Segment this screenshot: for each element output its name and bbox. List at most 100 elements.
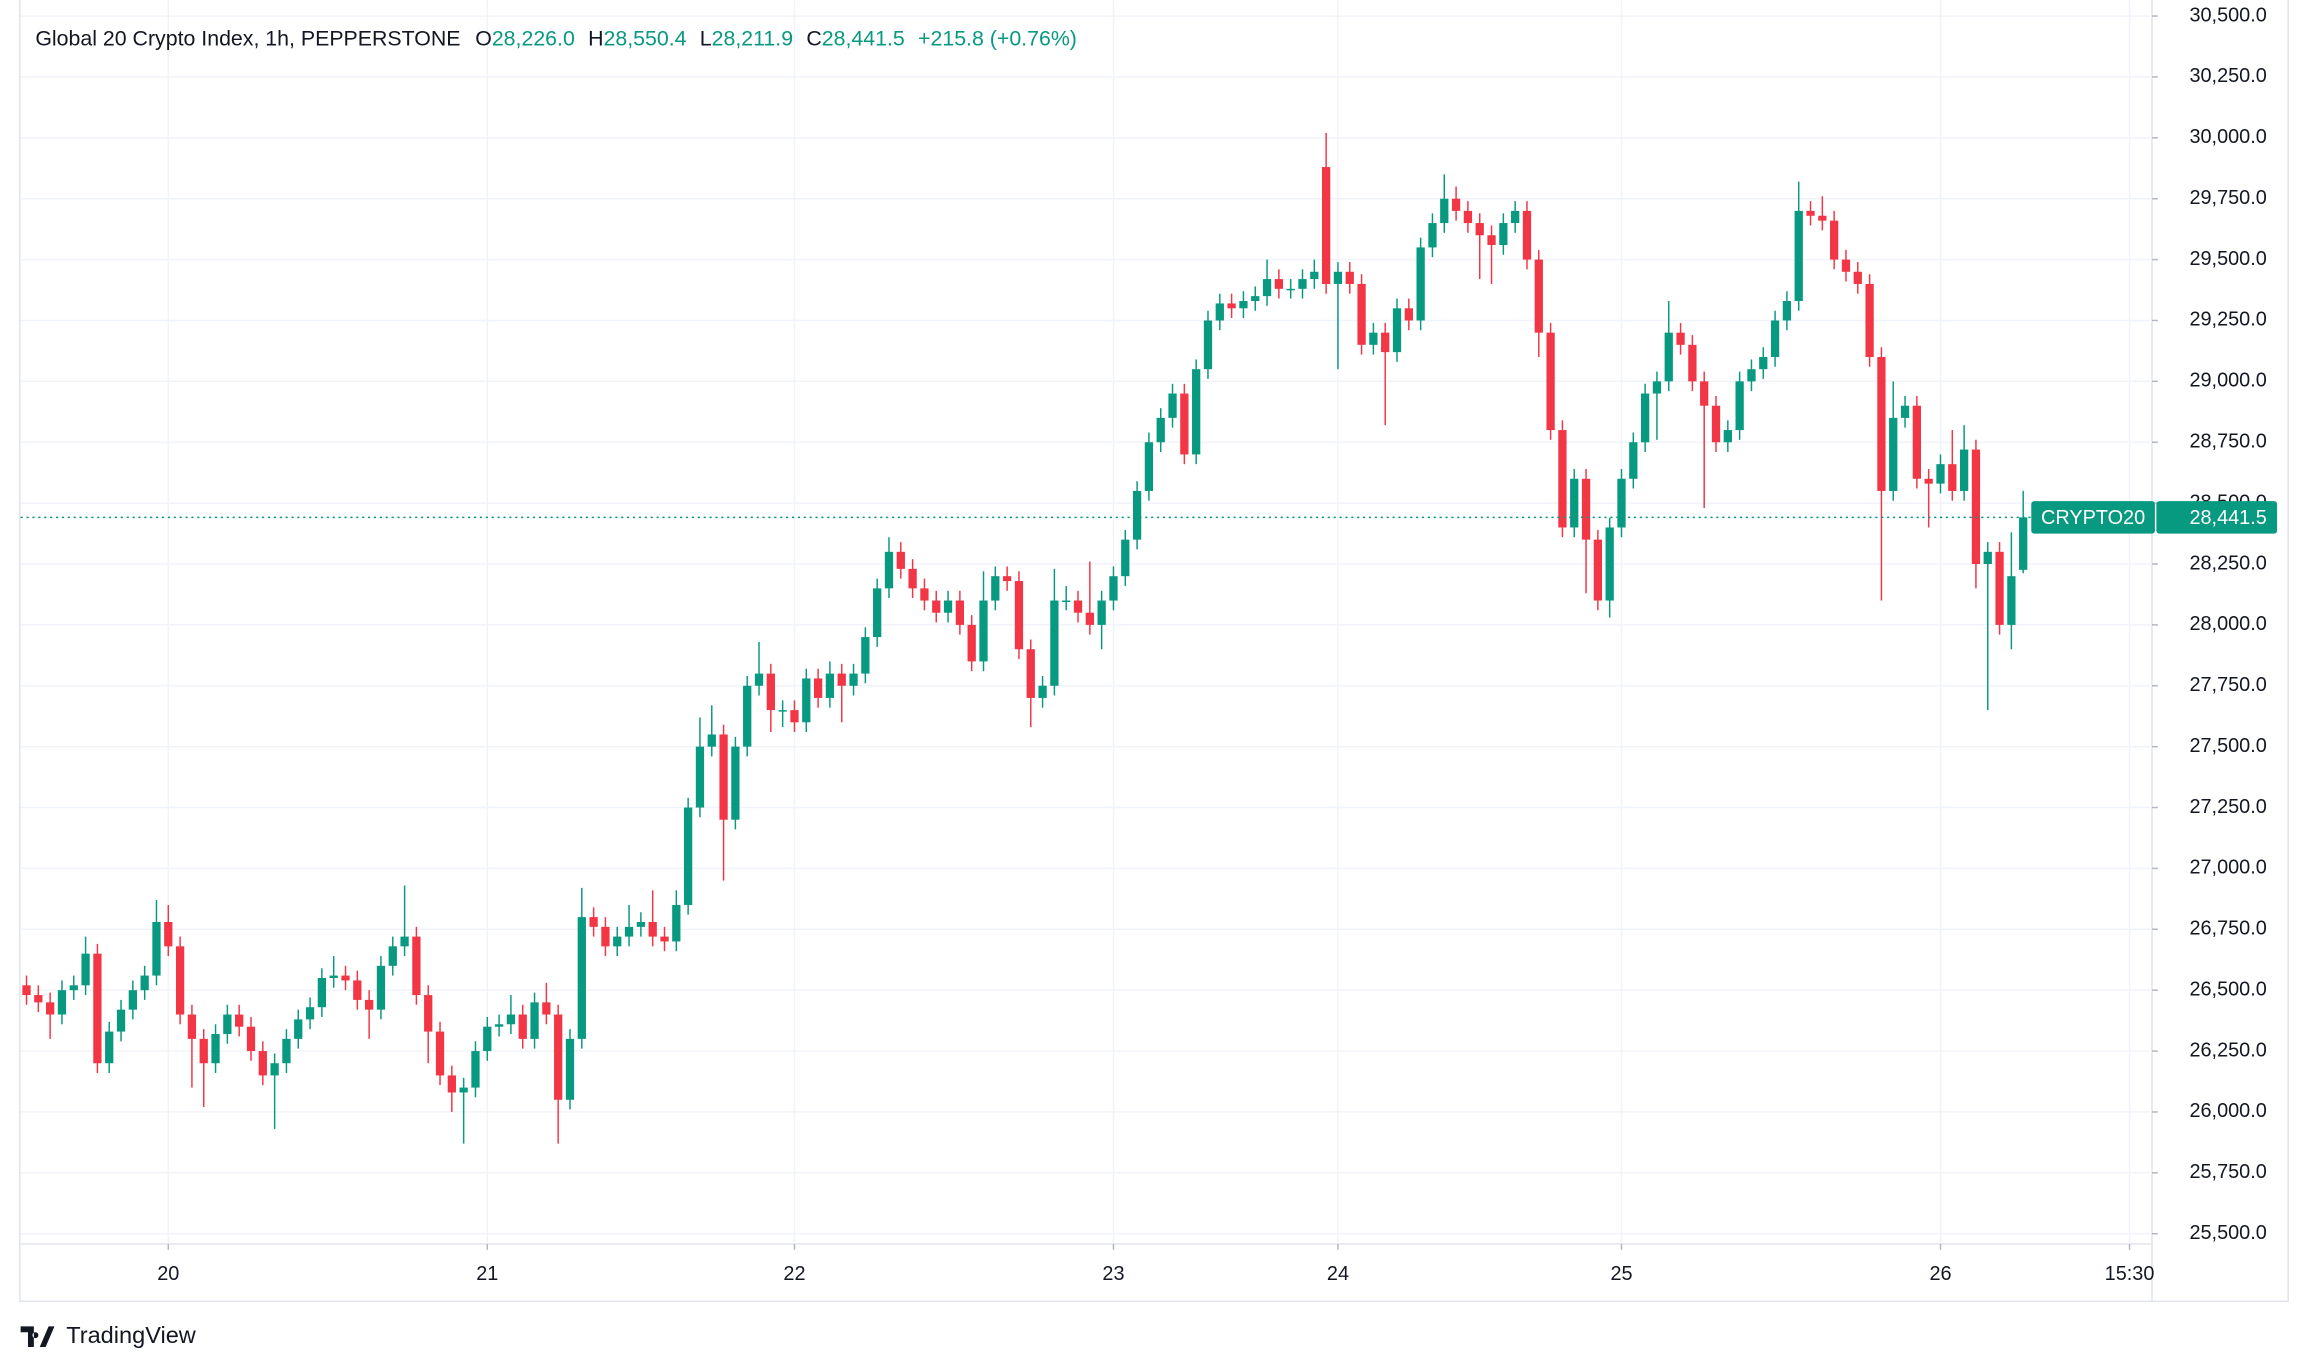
candle-body [1404,308,1413,321]
candle-body [376,965,386,1010]
header-text: Global 20 Crypto Index, 1h, PEPPERSTONE O… [35,26,1077,50]
candle-body [1262,279,1272,297]
candle-body [1132,490,1142,540]
candle-body [695,746,705,808]
candle-body [1593,539,1603,601]
candle-body [1109,576,1118,601]
candle-body [1345,271,1354,284]
candle-body [1038,685,1047,698]
symbol-tag-label: CRYPTO20 [2041,507,2145,529]
candle-body [1499,223,1508,245]
y-tick-label: 30,500.0 [2189,4,2266,26]
candle-body [1310,271,1319,280]
change: +215.8 (+0.76%) [918,26,1077,50]
candle-body [1570,478,1579,528]
y-tick-label: 30,000.0 [2189,126,2266,148]
candle-body [282,1038,291,1064]
candle-body [1487,235,1496,245]
candle-body [305,1007,315,1020]
candle-body [613,936,622,947]
y-tick-label: 28,000.0 [2189,613,2266,635]
candle-body [294,1019,303,1039]
candle-body [802,678,811,723]
candle-body [1652,381,1662,394]
candle-body [471,1051,480,1088]
candle-body [46,1002,55,1015]
price-tag [2156,501,2278,534]
candle-body [565,1038,575,1100]
candle-body [211,1034,220,1064]
y-tick-label: 27,500.0 [2189,735,2266,757]
candle-body [1770,320,1780,358]
y-tick-label: 29,750.0 [2189,187,2266,209]
candle-body [1818,215,1827,221]
candle-body [1558,430,1567,528]
y-tick-label: 25,500.0 [2189,1222,2266,1244]
candle-body [1912,405,1921,479]
candle-body [1416,247,1425,321]
candle-body [1026,649,1035,698]
candle-body [128,990,137,1010]
y-tick-label: 25,750.0 [2189,1161,2266,1183]
candle-body [1971,449,1981,565]
candle-body [1924,478,1933,484]
candle-body [1192,369,1201,455]
candle-body [624,926,634,937]
candle-body [518,1014,527,1039]
candle-body [1097,600,1106,625]
candle-body [754,673,764,686]
candle-body [707,734,716,747]
candle-body [235,1014,244,1027]
y-tick-label: 26,750.0 [2189,918,2266,940]
candle-body [672,904,681,942]
candle-body [1251,296,1260,301]
y-tick-label: 28,750.0 [2189,430,2266,452]
candle-body [1676,332,1685,345]
candle-body [57,990,67,1015]
x-tick-label: 22 [783,1263,805,1285]
candle-body [790,710,799,723]
candle-body [1014,581,1024,650]
x-tick-label: 25 [1610,1263,1632,1285]
candle-body [187,1014,197,1039]
candle-body [152,921,161,976]
candle-body [1605,527,1614,601]
candle-body [1546,332,1555,431]
candle-body [1617,478,1626,528]
candle-body [459,1087,468,1093]
candle-body [873,588,882,638]
candle-body [435,1031,445,1076]
candle-body [1239,300,1248,309]
candle-body [1156,417,1165,443]
candle-body [589,917,598,927]
candle-body [943,600,953,613]
candle-body [825,673,835,698]
candle-body [1830,220,1839,260]
candle-body [684,807,693,905]
x-tick-label: 21 [476,1263,498,1285]
candle-body [1180,393,1189,455]
candle-body [1900,405,1910,418]
candle-body [1168,393,1177,418]
candle-body [896,551,905,569]
candle-body [1085,612,1094,625]
x-tick-label: 15:30 [2105,1263,2155,1285]
candle-body [979,600,988,662]
candle-body [991,576,1000,601]
candle-body [2007,576,2016,625]
candle-body [1664,332,1673,382]
candle-body [1853,271,1862,284]
candle-body [69,985,78,991]
candle-body [1073,600,1083,613]
candle-body [93,953,102,1064]
y-tick-label: 29,500.0 [2189,248,2266,270]
candle-body [164,921,173,947]
y-tick-label: 26,500.0 [2189,978,2266,1000]
candle-body [1227,303,1236,309]
symbol-name: Global 20 Crypto Index, 1h, PEPPERSTONE [35,26,460,50]
candle-body [648,921,657,937]
candle-body [22,985,31,996]
labels: 25,500.0 25,750.0 26,000.0 26,250.0 26,500.0… [157,4,2278,1285]
candle-body [1298,279,1307,289]
